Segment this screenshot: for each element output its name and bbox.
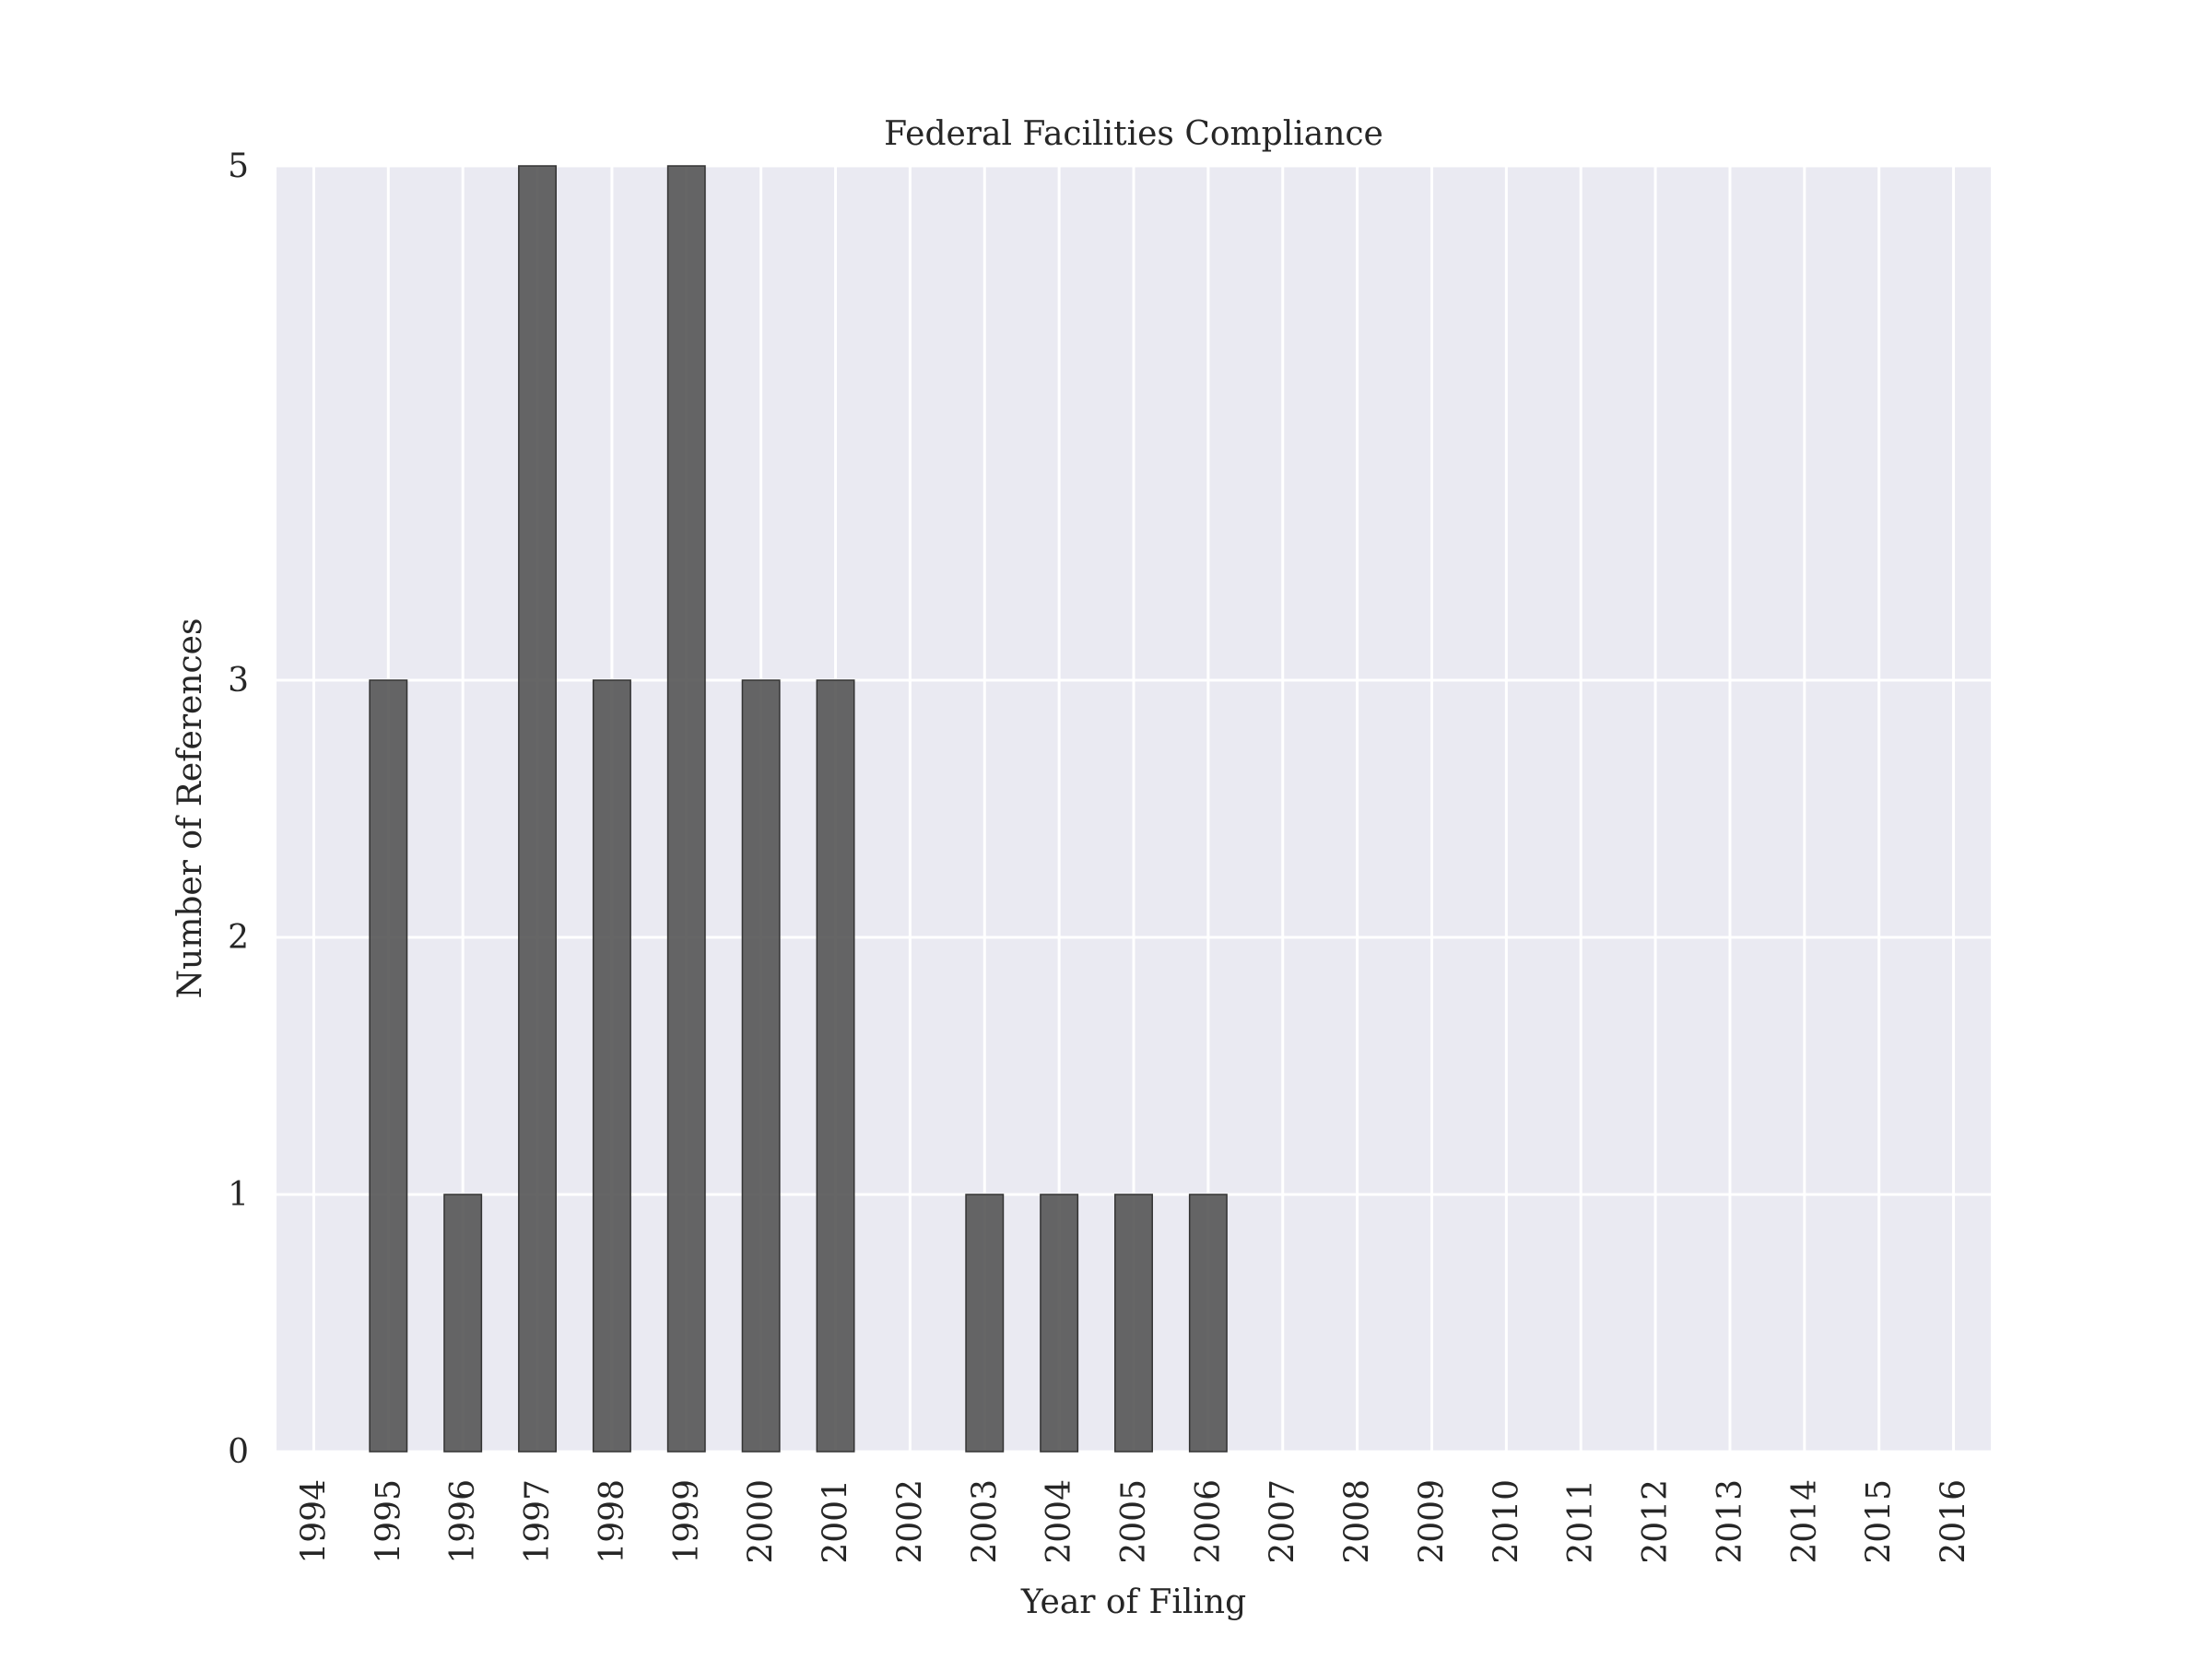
x-tick-label: 2000 <box>743 1479 781 1564</box>
x-tick-label: 2005 <box>1115 1479 1153 1564</box>
bar <box>1114 1194 1153 1453</box>
bar <box>592 679 631 1453</box>
y-tick-label: 3 <box>228 662 249 700</box>
y-tick-label: 2 <box>228 919 249 957</box>
x-tick-labels: 1994 1995 1996 1997 1998 1999 2000 2001 2002 2003… <box>295 1479 1972 1564</box>
x-tick-label: 1995 <box>370 1479 407 1564</box>
x-tick-label: 1998 <box>594 1479 631 1564</box>
x-tick-label: 2014 <box>1786 1479 1824 1564</box>
x-tick-label: 2009 <box>1413 1479 1451 1564</box>
x-tick-label: 2002 <box>891 1479 929 1564</box>
x-axis-label: Year of Filing <box>1020 1583 1246 1621</box>
bar <box>741 679 781 1453</box>
x-tick-label: 2008 <box>1339 1479 1377 1564</box>
y-tick-labels: 0 1 2 3 5 <box>228 147 249 1471</box>
x-tick-label: 2012 <box>1637 1479 1675 1564</box>
x-tick-label: 2010 <box>1488 1479 1525 1564</box>
y-tick-label: 1 <box>228 1176 249 1214</box>
x-tick-label: 1994 <box>295 1479 333 1564</box>
x-tick-label: 2006 <box>1190 1479 1228 1564</box>
bar <box>965 1194 1005 1453</box>
bar <box>369 679 408 1453</box>
x-tick-label: 1996 <box>444 1479 482 1564</box>
bar <box>816 679 855 1453</box>
x-tick-label: 2013 <box>1712 1479 1749 1564</box>
x-tick-label: 2007 <box>1265 1479 1302 1564</box>
y-tick-label: 5 <box>228 147 249 185</box>
y-axis-label: Number of References <box>171 618 209 999</box>
bar <box>518 165 558 1453</box>
x-tick-label: 1999 <box>668 1479 706 1564</box>
bar <box>1188 1194 1228 1453</box>
bar <box>1040 1194 1079 1453</box>
x-tick-label: 2003 <box>966 1479 1004 1564</box>
chart-title: Federal Facilities Compliance <box>884 115 1383 153</box>
x-tick-label: 2004 <box>1041 1479 1078 1564</box>
bar <box>666 165 706 1453</box>
x-tick-label: 2015 <box>1861 1479 1899 1564</box>
x-tick-label: 2001 <box>818 1479 855 1564</box>
bar <box>443 1194 483 1453</box>
x-tick-label: 1997 <box>519 1479 557 1564</box>
bars <box>369 165 1228 1453</box>
y-tick-label: 0 <box>228 1433 249 1471</box>
x-tick-label: 2016 <box>1936 1479 1973 1564</box>
x-tick-label: 2011 <box>1562 1479 1600 1564</box>
